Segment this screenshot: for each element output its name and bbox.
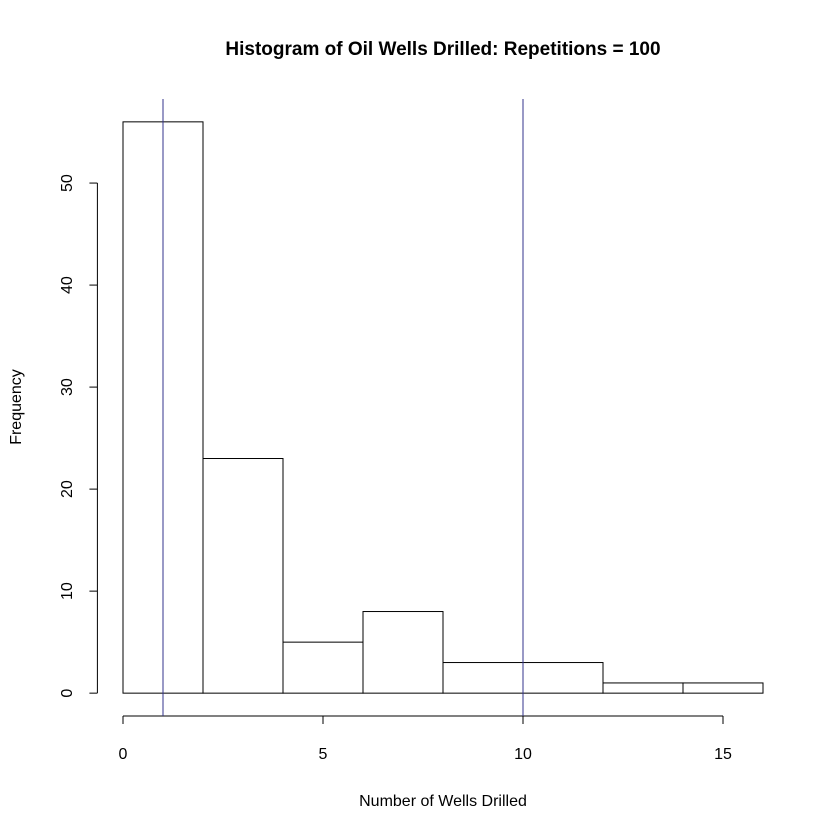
bar bbox=[202, 458, 284, 694]
y-tick-label: 40 bbox=[59, 276, 76, 294]
x-tick-label: 15 bbox=[714, 746, 732, 763]
x-tick-label: 10 bbox=[514, 746, 532, 763]
y-tick-label: 50 bbox=[59, 174, 76, 192]
x-tick-label: 0 bbox=[119, 746, 128, 763]
bar bbox=[682, 682, 764, 694]
bar bbox=[602, 682, 684, 694]
chart-title: Histogram of Oil Wells Drilled: Repetiti… bbox=[225, 39, 660, 60]
bar bbox=[442, 662, 524, 694]
x-tick-label: 5 bbox=[319, 746, 328, 763]
x-axis-label: Number of Wells Drilled bbox=[359, 793, 527, 810]
bar bbox=[362, 611, 444, 694]
y-tick-label: 10 bbox=[59, 582, 76, 600]
y-axis-label: Frequency bbox=[8, 369, 25, 445]
bar bbox=[522, 662, 604, 694]
y-tick-label: 0 bbox=[59, 689, 76, 698]
y-tick-label: 30 bbox=[59, 378, 76, 396]
y-tick-label: 20 bbox=[59, 480, 76, 498]
bar bbox=[282, 641, 364, 694]
